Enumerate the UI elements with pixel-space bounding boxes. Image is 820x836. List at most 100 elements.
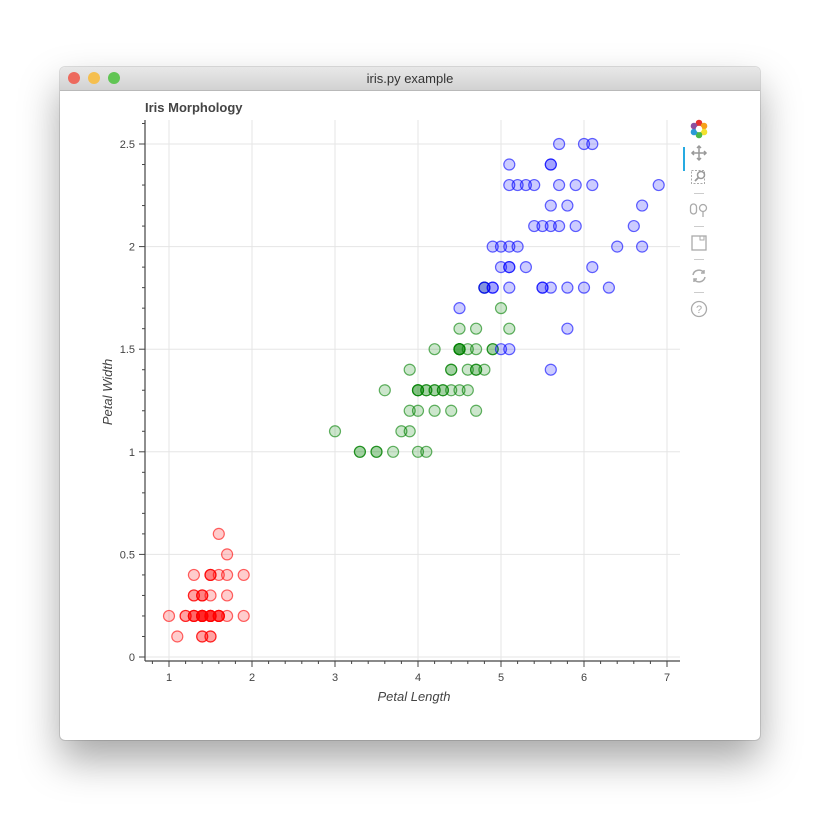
data-point-versicolor — [370, 445, 383, 458]
data-point-virginica — [561, 199, 574, 212]
data-point-setosa — [187, 568, 200, 582]
data-point-virginica — [528, 178, 541, 192]
wheel-zoom-tool-button[interactable] — [686, 198, 712, 222]
plot-title: Iris Morphology — [145, 100, 243, 115]
data-point-versicolor — [445, 404, 458, 417]
data-point-virginica — [553, 178, 566, 192]
data-point-virginica — [652, 178, 665, 192]
help-tool-button[interactable]: ? — [686, 297, 712, 321]
data-point-virginica — [544, 158, 557, 171]
data-point-setosa — [204, 609, 217, 623]
x-axis-label: Petal Length — [377, 689, 450, 704]
zoom-button[interactable] — [108, 72, 120, 84]
data-point-virginica — [519, 178, 532, 192]
data-point-virginica — [486, 240, 499, 253]
data-point-versicolor — [428, 343, 441, 356]
data-point-versicolor — [470, 363, 483, 376]
data-point-virginica — [602, 281, 616, 294]
svg-text:?: ? — [696, 304, 702, 316]
x-tick-label: 6 — [581, 672, 587, 684]
toolbar-divider — [694, 259, 704, 260]
data-point-virginica — [511, 240, 524, 253]
minimize-button[interactable] — [88, 72, 100, 84]
data-point-virginica — [569, 219, 582, 233]
close-button[interactable] — [68, 72, 80, 84]
data-point-virginica — [544, 281, 557, 294]
data-point-versicolor — [428, 404, 441, 417]
toolbar-divider — [694, 193, 704, 194]
x-tick-label: 2 — [249, 672, 255, 684]
data-point-versicolor — [461, 363, 474, 376]
data-point-versicolor — [403, 404, 416, 417]
data-point-setosa — [221, 568, 234, 582]
data-point-virginica — [528, 219, 541, 233]
data-point-versicolor — [503, 322, 516, 335]
data-point-versicolor — [411, 445, 425, 458]
data-point-versicolor — [470, 404, 483, 417]
data-point-setosa — [179, 609, 192, 623]
data-point-virginica — [478, 281, 491, 294]
data-point-virginica — [586, 178, 599, 192]
data-point-virginica — [586, 261, 599, 274]
data-point-versicolor — [453, 343, 466, 356]
y-tick-label: 0 — [129, 652, 135, 664]
data-point-versicolor — [387, 445, 400, 458]
data-point-virginica — [503, 158, 516, 171]
reset-tool-button[interactable] — [686, 264, 712, 288]
data-point-virginica — [569, 178, 582, 192]
data-point-virginica — [494, 343, 508, 356]
box-zoom-tool-button[interactable] — [686, 165, 712, 189]
data-point-setosa — [162, 609, 176, 623]
data-point-versicolor — [420, 384, 433, 397]
data-point-virginica — [577, 281, 591, 294]
data-point-virginica — [553, 137, 566, 151]
data-point-virginica — [519, 261, 532, 274]
plot-toolbar: ? — [686, 117, 712, 321]
data-point-virginica — [635, 199, 649, 212]
data-point-virginica — [553, 219, 566, 233]
data-point-versicolor — [436, 384, 449, 397]
data-point-setosa — [212, 527, 225, 540]
data-point-virginica — [561, 281, 574, 294]
data-point-virginica — [635, 240, 649, 253]
data-point-virginica — [536, 281, 549, 294]
data-point-versicolor — [453, 322, 466, 335]
data-point-virginica — [503, 343, 516, 356]
bokeh-logo-icon[interactable] — [686, 117, 712, 141]
data-point-setosa — [196, 609, 209, 623]
pan-tool-button[interactable] — [686, 141, 712, 165]
data-point-setosa — [187, 609, 200, 623]
save-tool-button[interactable] — [686, 231, 712, 255]
data-point-setosa — [237, 568, 250, 582]
data-point-versicolor — [328, 425, 342, 438]
x-tick-label: 1 — [166, 672, 172, 684]
scatter-plot[interactable]: 1 2 3 4 5 6 7 0 0.5 1 1.5 2 2.5 Petal Length Petal Wid… — [60, 90, 680, 740]
data-point-versicolor — [428, 384, 441, 397]
reset-icon — [692, 269, 706, 283]
data-point-setosa — [221, 609, 234, 623]
data-point-versicolor — [486, 343, 499, 356]
x-tick-label: 4 — [415, 672, 421, 684]
data-point-versicolor — [461, 384, 474, 397]
data-point-versicolor — [378, 384, 391, 397]
data-point-versicolor — [445, 384, 458, 397]
data-point-versicolor — [403, 425, 416, 438]
data-point-setosa — [196, 630, 209, 643]
data-point-setosa — [221, 589, 234, 602]
app-window: iris.py example Iris Morphology 1 2 3 4 5 6 7 0… — [60, 67, 760, 740]
data-point-virginica — [611, 240, 624, 253]
data-point-setosa — [204, 630, 217, 643]
data-point-versicolor — [494, 302, 508, 315]
data-point-versicolor — [445, 363, 458, 376]
x-tick-label: 3 — [332, 672, 338, 684]
toolbar-divider — [694, 292, 704, 293]
data-point-versicolor — [470, 343, 483, 356]
data-point-setosa — [212, 609, 225, 623]
data-point-virginica — [494, 240, 508, 253]
y-tick-label: 1 — [129, 447, 135, 459]
data-point-virginica — [503, 261, 516, 274]
data-point-setosa — [204, 589, 217, 602]
data-point-virginica — [544, 363, 557, 376]
y-tick-label: 2.5 — [120, 139, 135, 151]
data-point-setosa — [196, 589, 209, 602]
